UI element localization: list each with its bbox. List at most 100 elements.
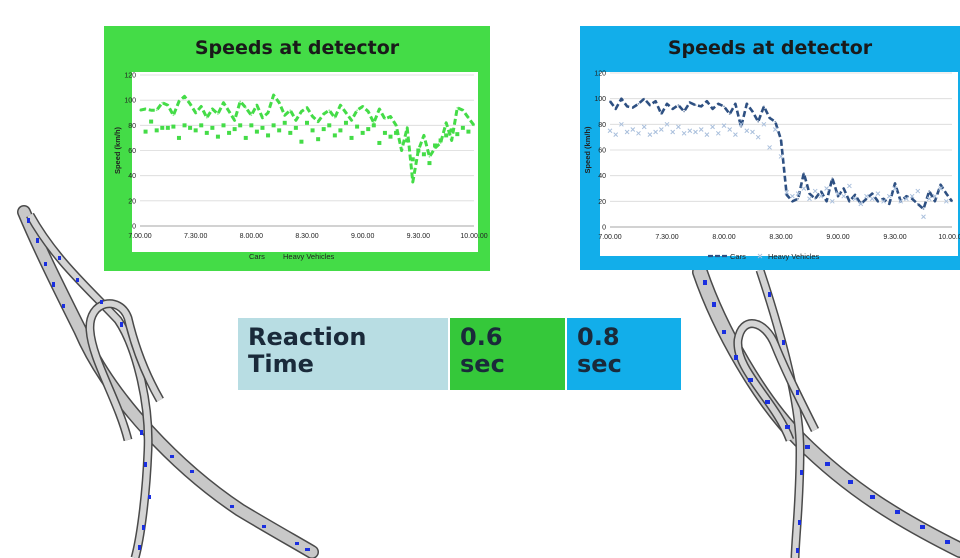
data-point [875, 191, 881, 196]
data-point [761, 121, 767, 127]
data-point [886, 193, 892, 199]
data-point [372, 121, 375, 124]
data-point [260, 125, 265, 130]
data-point [466, 129, 471, 134]
data-point [149, 119, 154, 124]
data-point [222, 101, 225, 104]
data-point [938, 186, 943, 191]
data-point [322, 113, 325, 115]
data-point [210, 125, 215, 130]
data-point [664, 121, 670, 127]
data-point [688, 101, 691, 104]
y-tick-label: 120 [594, 71, 606, 78]
data-point [721, 123, 727, 128]
data-point [643, 97, 646, 100]
y-tick-label: 100 [594, 96, 606, 103]
reaction-time-label: Reaction Time [238, 318, 448, 390]
data-point [785, 194, 788, 196]
legend-cars-label: Cars [249, 252, 265, 261]
legend-heavy-label: Heavy Vehicles [283, 252, 335, 261]
data-point [306, 106, 308, 109]
data-point [345, 111, 347, 114]
data-point [869, 196, 875, 202]
data-point [835, 191, 841, 196]
data-point [211, 108, 214, 110]
data-point [894, 182, 896, 185]
data-point [943, 198, 949, 204]
y-tick-label: 80 [598, 122, 606, 129]
data-point [205, 116, 208, 119]
data-point [406, 126, 409, 129]
data-point [934, 200, 936, 203]
data-point [774, 120, 777, 123]
data-point [332, 133, 337, 138]
data-point [670, 129, 676, 135]
data-point [294, 119, 297, 122]
data-point [898, 198, 904, 204]
road-right-mainline [692, 264, 960, 558]
data-point [825, 200, 828, 203]
data-point [349, 135, 354, 140]
data-point [328, 109, 331, 112]
data-point [852, 196, 858, 202]
data-point [744, 128, 750, 134]
data-point [733, 132, 738, 137]
data-point [377, 140, 382, 145]
data-point [411, 181, 414, 183]
data-point [288, 130, 293, 135]
chart-panel-left: Speeds at detector 0 20 40 60 80 100 120 7.00.00… [104, 26, 490, 271]
data-point [183, 95, 186, 98]
data-point [343, 120, 348, 125]
x-tick-label: 7.30.00 [184, 233, 207, 240]
data-point [694, 104, 697, 106]
data-point [609, 100, 611, 103]
data-point [227, 130, 232, 135]
data-point [755, 134, 761, 140]
data-point [445, 121, 448, 124]
data-point [256, 104, 258, 107]
data-point [444, 133, 449, 138]
data-point [824, 186, 829, 191]
data-point [233, 119, 236, 122]
plot-area [132, 72, 478, 252]
data-point [317, 120, 320, 123]
data-point [371, 123, 376, 128]
data-point [200, 105, 203, 108]
data-point [310, 128, 315, 133]
data-point [837, 195, 839, 198]
x-tick-label: 9.30.00 [883, 234, 906, 241]
data-point [763, 105, 765, 108]
data-point [277, 128, 282, 133]
y-tick-label: 0 [132, 224, 136, 231]
chart-right: Speeds at detector 0 20 40 60 80 100 120 7.00.00… [583, 37, 960, 261]
data-point [814, 197, 817, 200]
data-point [171, 124, 176, 129]
x-tick-label: 8.00.00 [712, 234, 735, 241]
data-point [283, 114, 286, 117]
data-point [647, 132, 653, 137]
data-point [193, 128, 198, 133]
data-point [467, 116, 470, 119]
series-heavy-vehicles [143, 119, 471, 166]
data-point [854, 194, 856, 196]
data-point [671, 108, 674, 110]
x-tick-label: 9.30.00 [407, 233, 430, 240]
data-point [166, 104, 169, 107]
x-tick-label: 7.00.00 [128, 233, 151, 240]
data-point [911, 197, 913, 200]
data-point [780, 138, 782, 141]
data-point [250, 114, 253, 117]
y-tick-label: 40 [128, 173, 136, 180]
data-point [784, 189, 790, 195]
data-point [410, 157, 415, 162]
data-point [607, 128, 613, 134]
data-point [333, 116, 336, 119]
x-tick-label: 10.00.00 [460, 233, 487, 240]
data-point [698, 127, 704, 132]
data-point [904, 196, 909, 202]
data-point [677, 104, 680, 106]
data-point [750, 129, 755, 135]
data-point [871, 192, 874, 195]
data-point [144, 108, 147, 110]
data-point [160, 125, 165, 130]
